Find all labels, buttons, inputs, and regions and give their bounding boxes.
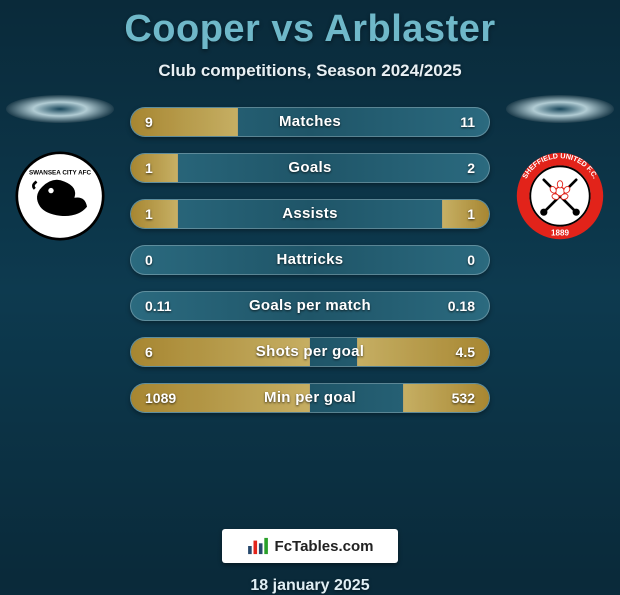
stat-label: Goals per match xyxy=(131,292,489,320)
stat-row: 12Goals xyxy=(130,153,490,183)
stat-label: Min per goal xyxy=(131,384,489,412)
left-club-column: SWANSEA CITY AFC xyxy=(0,95,120,241)
sheffield-crest-icon: SHEFFIELD UNITED F.C. 1889 xyxy=(515,151,605,241)
swansea-crest: SWANSEA CITY AFC xyxy=(15,151,105,241)
stat-label: Shots per goal xyxy=(131,338,489,366)
stat-rows-container: 911Matches 12Goals 11Assists 00Hattricks 0.1… xyxy=(130,93,490,413)
fctables-label: FcTables.com xyxy=(275,538,374,555)
stat-row: 11Assists xyxy=(130,199,490,229)
ellipse-right xyxy=(506,95,614,123)
page-title: Cooper vs Arblaster xyxy=(0,0,620,51)
stat-label: Hattricks xyxy=(131,246,489,274)
ellipse-left xyxy=(6,95,114,123)
stat-row: 0.110.18Goals per match xyxy=(130,291,490,321)
stat-label: Matches xyxy=(131,108,489,136)
stat-label: Goals xyxy=(131,154,489,182)
stat-row: 64.5Shots per goal xyxy=(130,337,490,367)
fctables-badge[interactable]: FcTables.com xyxy=(222,529,398,563)
sheffield-crest: SHEFFIELD UNITED F.C. 1889 xyxy=(515,151,605,241)
stat-row: 911Matches xyxy=(130,107,490,137)
svg-text:SWANSEA CITY AFC: SWANSEA CITY AFC xyxy=(29,169,91,176)
stat-row: 1089532Min per goal xyxy=(130,383,490,413)
subtitle: Club competitions, Season 2024/2025 xyxy=(0,61,620,81)
swansea-crest-icon: SWANSEA CITY AFC xyxy=(15,151,105,241)
right-club-column: SHEFFIELD UNITED F.C. 1889 xyxy=(500,95,620,241)
bars-icon xyxy=(247,537,269,555)
content-area: SWANSEA CITY AFC xyxy=(0,93,620,523)
club-year: 1889 xyxy=(551,229,569,238)
stat-label: Assists xyxy=(131,200,489,228)
stat-row: 00Hattricks xyxy=(130,245,490,275)
